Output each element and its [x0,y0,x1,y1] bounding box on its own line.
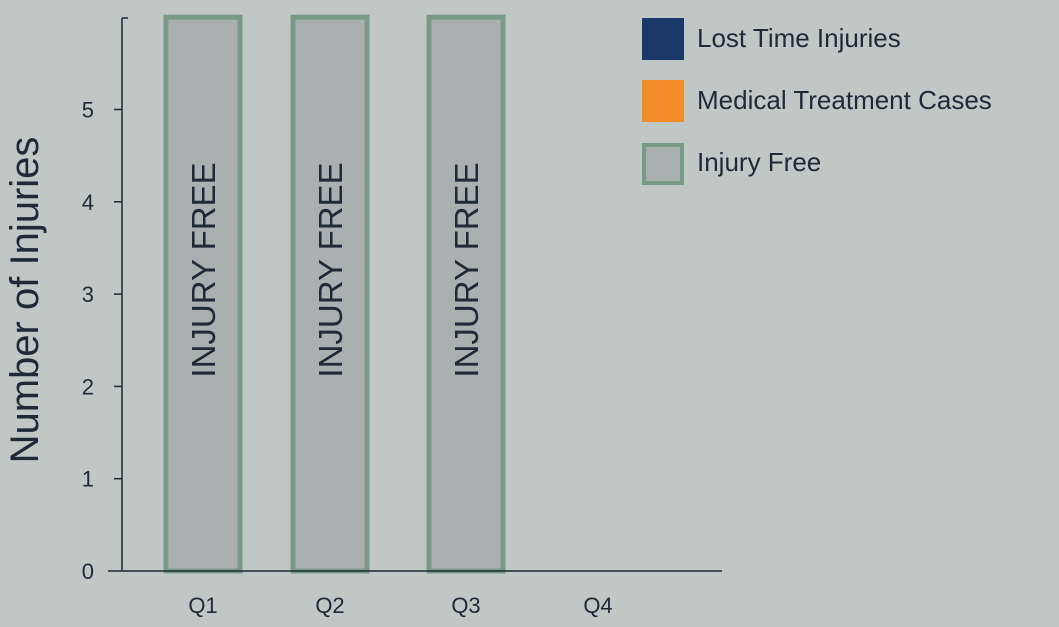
x-tick-label: Q4 [583,593,612,618]
legend-label: Lost Time Injuries [697,23,901,53]
legend-swatch [642,143,684,185]
y-tick-label: 1 [82,467,94,492]
bar-annotation: INJURY FREE [185,162,222,377]
y-tick-label: 5 [82,98,94,123]
legend-label: Medical Treatment Cases [697,85,992,115]
x-ticks-group: Q1 Q2 Q3 Q4 [188,593,612,618]
bar [163,14,243,574]
y-tick-label: 3 [82,282,94,307]
bars-group: INJURY FREE INJURY FREE INJURY FREE [163,14,506,574]
y-tick-label: 2 [82,374,94,399]
x-tick-label: Q2 [315,593,344,618]
bar-annotation: INJURY FREE [312,162,349,377]
legend-swatch [642,18,684,60]
bar-annotation: INJURY FREE [448,162,485,377]
x-tick-label: Q3 [451,593,480,618]
legend: Lost Time Injuries Medical Treatment Case… [642,18,992,185]
y-tick-label: 0 [82,559,94,584]
y-tick-label: 4 [82,190,94,215]
y-axis-label: Number of Injuries [3,137,47,464]
legend-label: Injury Free [697,147,821,177]
legend-swatch [642,80,684,122]
y-ticks-group: 0 1 2 3 4 5 [82,98,122,584]
x-tick-label: Q1 [188,593,217,618]
